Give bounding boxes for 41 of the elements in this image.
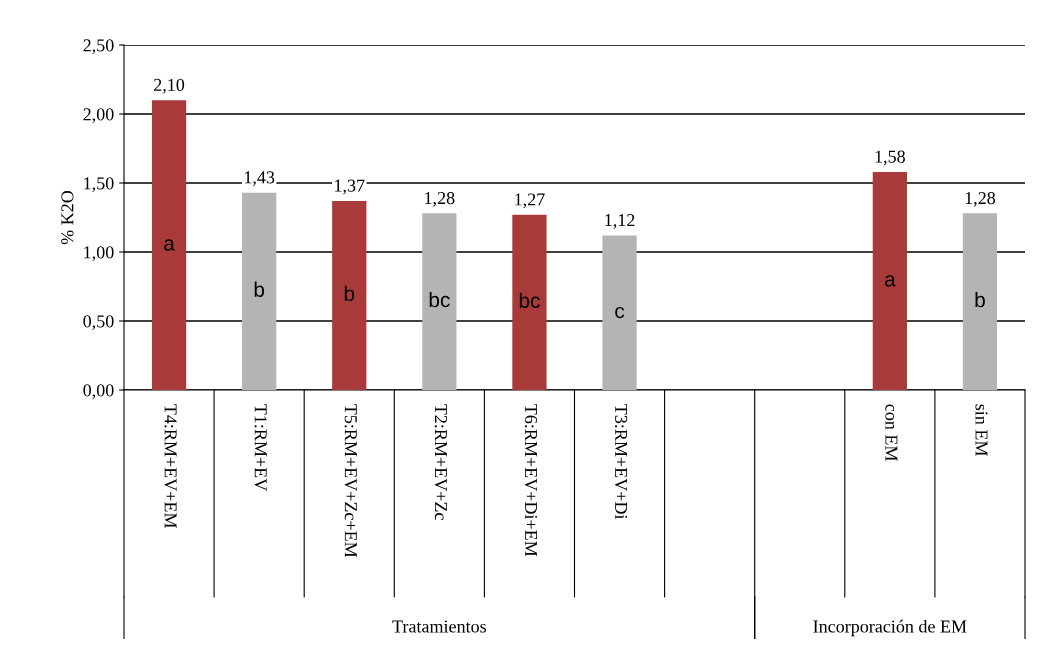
annotation: b: [344, 285, 355, 302]
x-tick-label: con EM: [885, 404, 898, 461]
x-tick-label: T3:RM+EV+Di: [614, 404, 628, 520]
bar: [422, 213, 457, 390]
y-axis-title: % K2O: [61, 190, 74, 245]
annotation: a: [884, 275, 896, 287]
annotation: b: [975, 291, 985, 308]
x-tick-label: T4:RM+EV+EM: [164, 404, 177, 528]
data-label: 1,27: [515, 193, 545, 209]
annotation: bc: [519, 292, 540, 308]
y-tick-label: 0,50: [83, 315, 114, 331]
bar: [962, 213, 998, 390]
annotation: a: [164, 239, 175, 251]
y-tick-label: 2,00: [83, 108, 114, 124]
annotation: bc: [429, 291, 450, 308]
data-label: 1,58: [875, 150, 905, 166]
data-label: 1,12: [605, 214, 635, 229]
y-tick-label: 0,00: [83, 384, 114, 400]
x-tick-label: T2:RM+EV+Zc: [434, 404, 447, 520]
x-tick-label: T6:RM+EV+Di+EM: [524, 404, 538, 557]
text: Incorporación de EM: [813, 619, 967, 637]
data-label: 1,28: [425, 191, 455, 207]
x-tick-label: T1:RM+EV: [254, 404, 267, 492]
bar: [512, 214, 547, 390]
bar: [151, 100, 187, 390]
y-tick-label: 2,50: [83, 39, 114, 55]
data-label: 1,28: [965, 191, 996, 207]
annotation: b: [254, 281, 265, 297]
y-tick-label: 1,00: [84, 246, 114, 262]
x-tick-label: T5:RM+EV+Zc+EM: [344, 404, 357, 558]
data-label: 1,37: [335, 179, 365, 195]
bar: [872, 171, 907, 390]
annotation: c: [615, 306, 625, 319]
y-tick-label: 1,50: [84, 177, 114, 193]
data-label: 2,10: [154, 78, 185, 94]
text: Tratamientos: [392, 620, 487, 633]
bar: [602, 235, 637, 390]
bar: [242, 192, 277, 390]
data-label: 1,43: [244, 171, 275, 187]
bar: [332, 200, 367, 390]
x-tick-label: sin EM: [975, 404, 988, 456]
